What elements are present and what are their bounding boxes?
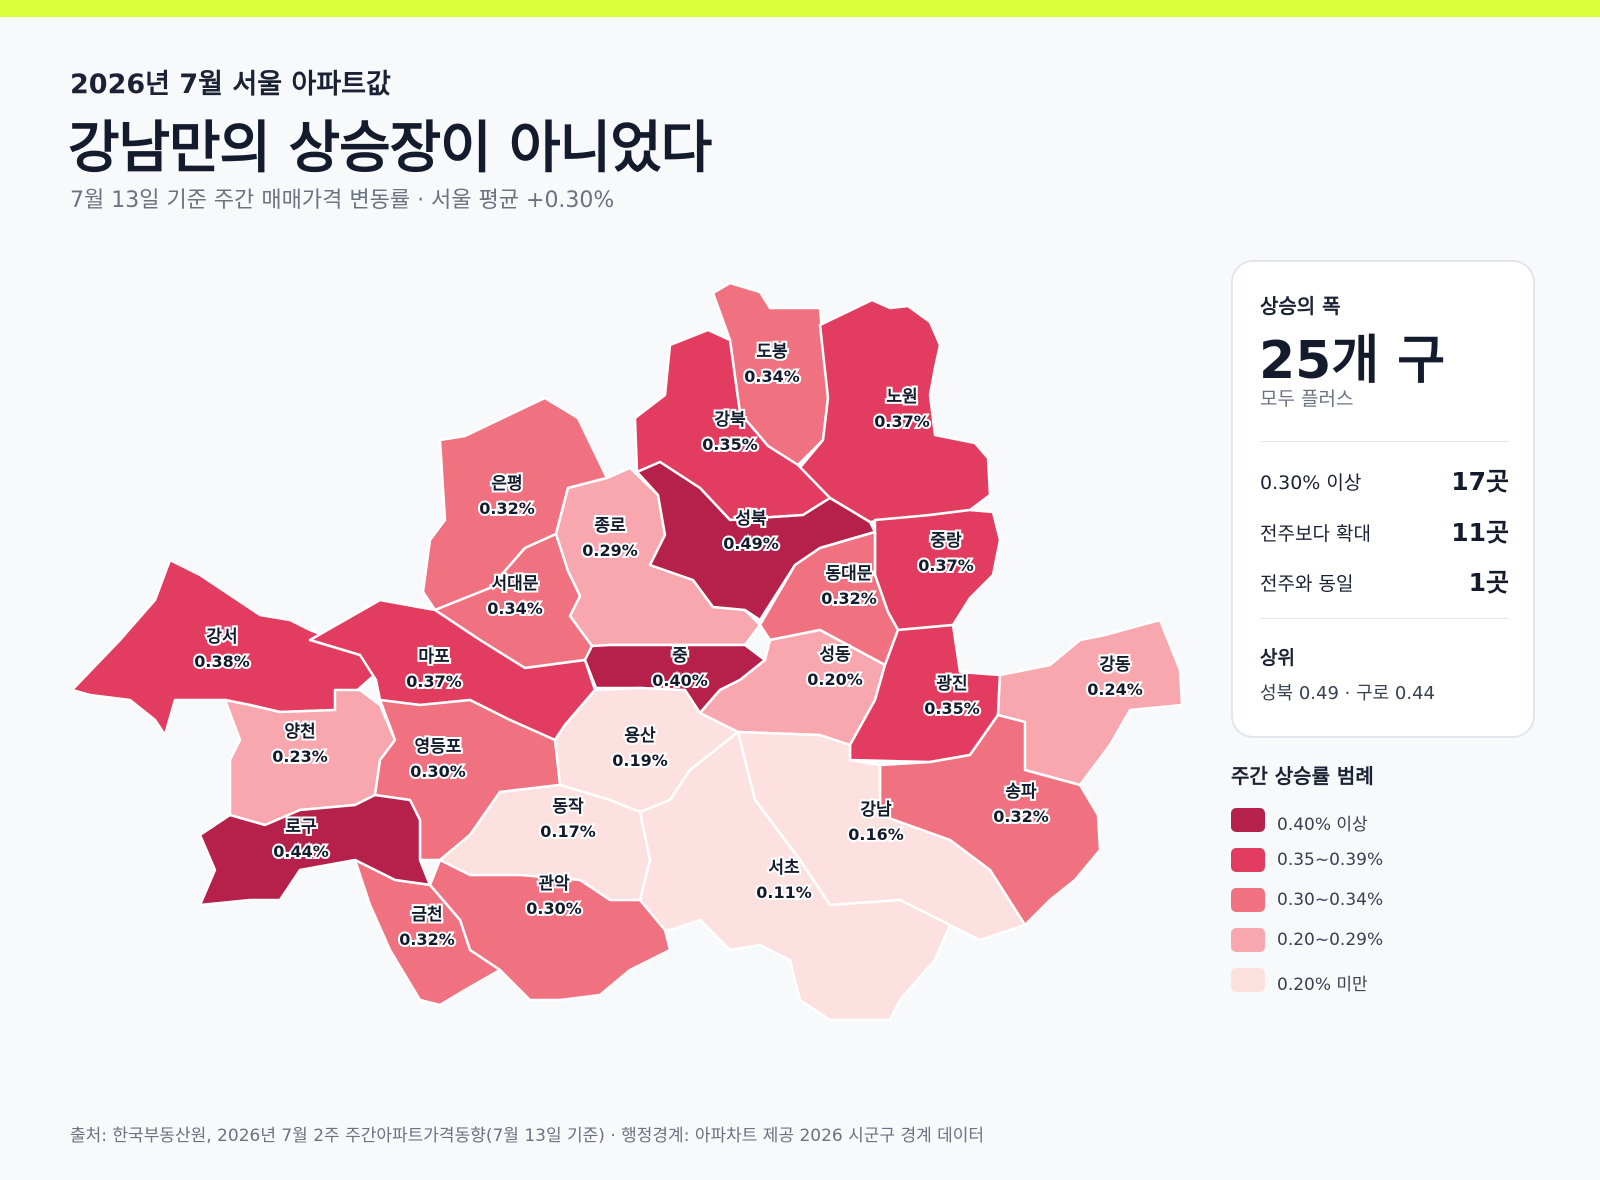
stat-label: 0.30% 이상 — [1260, 472, 1362, 494]
district-name-label: 동작 — [552, 797, 584, 817]
district-name-label: 영등포 — [415, 737, 462, 757]
top-districts-value: 성북 0.49 · 구로 0.44 — [1260, 683, 1436, 704]
district-name-label: 강남 — [860, 800, 892, 820]
top-districts-label: 상위 — [1260, 647, 1295, 669]
accent-bar — [0, 0, 1600, 17]
district-value-label: 0.44% — [273, 842, 329, 861]
district-name-label: 광진 — [936, 674, 967, 694]
seoul-choropleth-map: 도봉 0.34% 노원 0.37% 강북 0.35% 은평 0.32% 종로 0.29% 성북 0.4… — [70, 281, 1184, 1022]
district-value-label: 0.32% — [479, 499, 535, 518]
district-name-label: 금천 — [411, 905, 442, 925]
legend-title: 주간 상승률 범례 — [1231, 764, 1374, 788]
headline: 강남만의 상승장이 아니었다 — [68, 116, 712, 181]
legend-item: 0.20~0.29% — [1231, 926, 1531, 954]
district-value-label: 0.19% — [612, 751, 668, 770]
legend-item: 0.20% 미만 — [1231, 966, 1531, 995]
legend-swatch — [1231, 848, 1265, 872]
district-value-label: 0.49% — [723, 534, 779, 553]
district-value-label: 0.34% — [744, 367, 800, 386]
district-name-label: 송파 — [1005, 782, 1037, 802]
district-value-label: 0.37% — [874, 412, 930, 431]
district-value-label: 0.23% — [272, 747, 328, 766]
summary-card: 상승의 폭 25개 구 모두 플러스 0.30% 이상 17곳 전주보다 확대 … — [1231, 260, 1535, 738]
district-value-label: 0.38% — [194, 652, 250, 671]
legend-swatch — [1231, 928, 1265, 952]
source-note: 출처: 한국부동산원, 2026년 7월 2주 주간아파트가격동향(7월 13일… — [70, 1126, 985, 1146]
district-geumcheon[interactable] — [353, 858, 502, 1007]
district-name-label: 강북 — [714, 410, 746, 430]
district-name-label: 종로 — [594, 516, 626, 536]
district-name-label: 중 — [672, 646, 688, 666]
stat-row: 전주보다 확대 11곳 — [1260, 513, 1509, 547]
district-value-label: 0.30% — [526, 899, 582, 918]
district-name-label: 은평 — [491, 474, 522, 494]
district-value-label: 0.17% — [540, 822, 596, 841]
district-shapes — [70, 281, 1184, 1022]
stat-row: 0.30% 이상 17곳 — [1260, 462, 1509, 496]
district-name-label: 서대문 — [492, 574, 539, 594]
divider — [1260, 618, 1509, 619]
district-value-label: 0.32% — [399, 930, 455, 949]
subtitle: 7월 13일 기준 주간 매매가격 변동률 · 서울 평균 +0.30% — [70, 188, 615, 213]
district-value-label: 0.34% — [487, 599, 543, 618]
district-value-label: 0.24% — [1087, 680, 1143, 699]
kicker: 2026년 7월 서울 아파트값 — [70, 69, 391, 100]
district-name-label: 도봉 — [756, 342, 788, 362]
district-name-label: 양천 — [284, 722, 315, 742]
summary-label: 상승의 폭 — [1260, 294, 1341, 318]
district-value-label: 0.30% — [410, 762, 466, 781]
legend-label: 0.40% 이상 — [1277, 815, 1368, 835]
district-value-label: 0.16% — [848, 825, 904, 844]
legend-swatch — [1231, 888, 1265, 912]
district-name-label: 중랑 — [930, 531, 962, 551]
legend-label: 0.30~0.34% — [1277, 890, 1384, 910]
district-seocho[interactable] — [638, 730, 952, 1022]
district-name-label: 마포 — [418, 647, 450, 667]
divider — [1260, 441, 1509, 442]
summary-big-number: 25개 구 — [1259, 331, 1446, 391]
legend-swatch — [1231, 808, 1265, 832]
stat-label: 전주와 동일 — [1260, 573, 1354, 595]
stat-value: 11곳 — [1451, 518, 1509, 547]
district-value-label: 0.32% — [993, 807, 1049, 826]
summary-sub: 모두 플러스 — [1260, 388, 1354, 410]
legend-item: 0.30~0.34% — [1231, 886, 1531, 914]
stat-value: 1곳 — [1468, 568, 1509, 597]
district-value-label: 0.37% — [406, 672, 462, 691]
district-guro[interactable] — [198, 793, 432, 907]
district-value-label: 0.37% — [918, 556, 974, 575]
legend-item: 0.40% 이상 — [1231, 806, 1531, 835]
district-value-label: 0.40% — [652, 671, 708, 690]
district-name-label: 성북 — [735, 509, 767, 529]
district-name-label: 로구 — [285, 817, 317, 837]
legend-item: 0.35~0.39% — [1231, 846, 1531, 874]
district-value-label: 0.32% — [821, 589, 877, 608]
district-labels: 도봉 0.34% 노원 0.37% 강북 0.35% 은평 0.32% 종로 0.29% 성북 0.4… — [192, 340, 1145, 951]
legend-swatch — [1231, 968, 1265, 992]
district-value-label: 0.20% — [807, 670, 863, 689]
legend-label: 0.20~0.29% — [1277, 930, 1384, 950]
stat-label: 전주보다 확대 — [1260, 523, 1371, 545]
district-nowon[interactable] — [796, 298, 992, 524]
district-value-label: 0.35% — [702, 435, 758, 454]
stat-row: 전주와 동일 1곳 — [1260, 563, 1509, 597]
legend-label: 0.35~0.39% — [1277, 850, 1384, 870]
district-name-label: 강동 — [1099, 655, 1131, 675]
district-name-label: 강서 — [206, 627, 237, 647]
stat-value: 17곳 — [1451, 467, 1509, 496]
district-value-label: 0.11% — [756, 883, 812, 902]
district-name-label: 노원 — [886, 387, 917, 407]
legend-label: 0.20% 미만 — [1277, 975, 1368, 995]
district-name-label: 성동 — [819, 645, 851, 665]
district-name-label: 서초 — [768, 858, 800, 878]
district-name-label: 관악 — [538, 874, 570, 894]
district-value-label: 0.35% — [924, 699, 980, 718]
district-name-label: 동대문 — [826, 564, 873, 584]
district-value-label: 0.29% — [582, 541, 638, 560]
district-name-label: 용산 — [624, 726, 656, 746]
